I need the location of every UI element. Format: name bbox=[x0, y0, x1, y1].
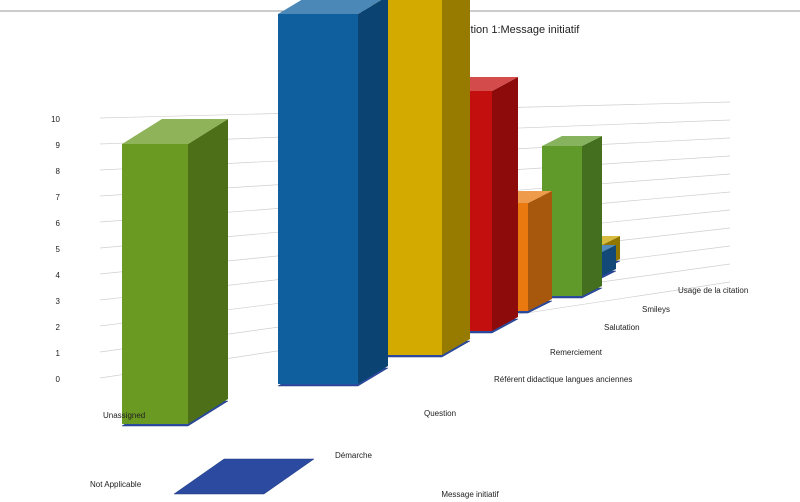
bar-side bbox=[188, 119, 228, 424]
y-tick-label: 4 bbox=[56, 271, 61, 280]
x-tick-label: Référent didactique langues anciennes bbox=[494, 375, 632, 384]
bar bbox=[278, 14, 358, 384]
x-axis-label: Message initiatif bbox=[441, 490, 499, 499]
x-tick-label: Remerciement bbox=[550, 348, 603, 357]
y-tick-label: 9 bbox=[56, 141, 61, 150]
bar bbox=[122, 144, 188, 424]
bar-side bbox=[442, 0, 470, 355]
x-tick-label: Not Applicable bbox=[90, 480, 142, 489]
x-tick-label: Usage de la citation bbox=[678, 286, 748, 295]
x-tick-label: Question bbox=[424, 409, 456, 418]
y-tick-label: 1 bbox=[56, 349, 61, 358]
y-tick-label: 3 bbox=[56, 297, 61, 306]
bar-side bbox=[582, 136, 602, 296]
y-tick-label: 2 bbox=[56, 323, 61, 332]
y-tick-label: 5 bbox=[56, 245, 61, 254]
x-tick-label: Démarche bbox=[335, 451, 372, 460]
y-tick-label: 6 bbox=[56, 219, 61, 228]
x-tick-label: Smileys bbox=[642, 305, 670, 314]
floor-tile bbox=[174, 459, 314, 494]
bar-side bbox=[492, 77, 518, 331]
y-tick-label: 7 bbox=[56, 193, 61, 202]
y-axis: 0 1 2 3 4 5 6 7 8 9 10 bbox=[51, 115, 60, 384]
bar-side bbox=[358, 0, 388, 384]
x-tick-label: Unassigned bbox=[103, 411, 145, 420]
x-tick-label: Salutation bbox=[604, 323, 640, 332]
bar-side bbox=[528, 191, 552, 311]
bars bbox=[122, 0, 620, 424]
y-tick-label: 10 bbox=[51, 115, 60, 124]
y-tick-label: 0 bbox=[56, 375, 61, 384]
y-tick-label: 8 bbox=[56, 167, 61, 176]
